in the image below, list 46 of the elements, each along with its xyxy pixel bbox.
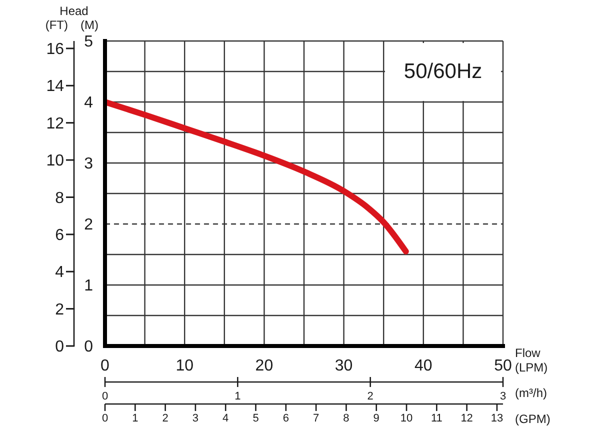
x2-tick-label: 5 <box>252 412 259 424</box>
x2-tick-label: 6 <box>282 412 289 424</box>
x2-tick-label: 1 <box>132 412 138 424</box>
y2-tick-label: 2 <box>55 301 64 318</box>
y2-tick-label: 12 <box>46 115 64 132</box>
x2-tick-label: 10 <box>400 412 413 424</box>
y2-tick-label: 10 <box>46 152 64 170</box>
text: 0 <box>102 390 108 402</box>
x-axis-title: Flow (LPM) <box>515 346 548 374</box>
y2-tick-label: 4 <box>55 264 64 282</box>
x-tick-label: 10 <box>176 357 194 374</box>
x2-tick-label: 2 <box>162 412 168 424</box>
y2-tick-label: 6 <box>55 227 64 244</box>
y-tick-label: 1 <box>84 278 94 295</box>
x2-tick-label: 7 <box>313 412 320 424</box>
y-tick-label: 3 <box>84 156 94 173</box>
text: 2 <box>367 390 374 402</box>
y-axis-title: (M) <box>80 18 98 32</box>
x2-tick-label: 3 <box>192 412 199 424</box>
x2-tick-label: 0 <box>102 412 108 424</box>
x-tick-label: 30 <box>334 357 353 374</box>
x-tick-label: 0 <box>100 357 110 374</box>
text: (m³/h) <box>515 386 547 400</box>
y-tick-label: 4 <box>84 94 94 112</box>
text: 1 <box>234 390 241 402</box>
y2-tick-label: 14 <box>46 78 64 96</box>
y2-tick-label: 0 <box>55 338 64 356</box>
text: Head <box>60 4 88 18</box>
x2-axis-title: (GPM) <box>515 412 550 426</box>
y2-axis-title: (FT) <box>45 18 68 32</box>
y-tick-label: 2 <box>84 216 94 234</box>
x-tick-label: 40 <box>414 357 432 374</box>
x-tick-label: 50 <box>494 357 512 374</box>
y-tick-label: 0 <box>84 338 94 356</box>
text: 3 <box>500 390 506 402</box>
x2-tick-label: 13 <box>490 412 504 424</box>
y2-tick-label: 8 <box>55 190 64 207</box>
x2-tick-label: 12 <box>460 412 473 424</box>
x-tick-label: 20 <box>255 357 274 374</box>
x2-tick-label: 4 <box>222 412 229 424</box>
y2-tick-label: 16 <box>46 41 64 58</box>
y-tick-label: 5 <box>84 34 94 51</box>
x2-tick-label: 9 <box>373 412 380 424</box>
x2-tick-label: 11 <box>430 412 442 424</box>
x2-tick-label: 8 <box>343 412 350 424</box>
annotation: 50/60Hz <box>404 60 482 84</box>
